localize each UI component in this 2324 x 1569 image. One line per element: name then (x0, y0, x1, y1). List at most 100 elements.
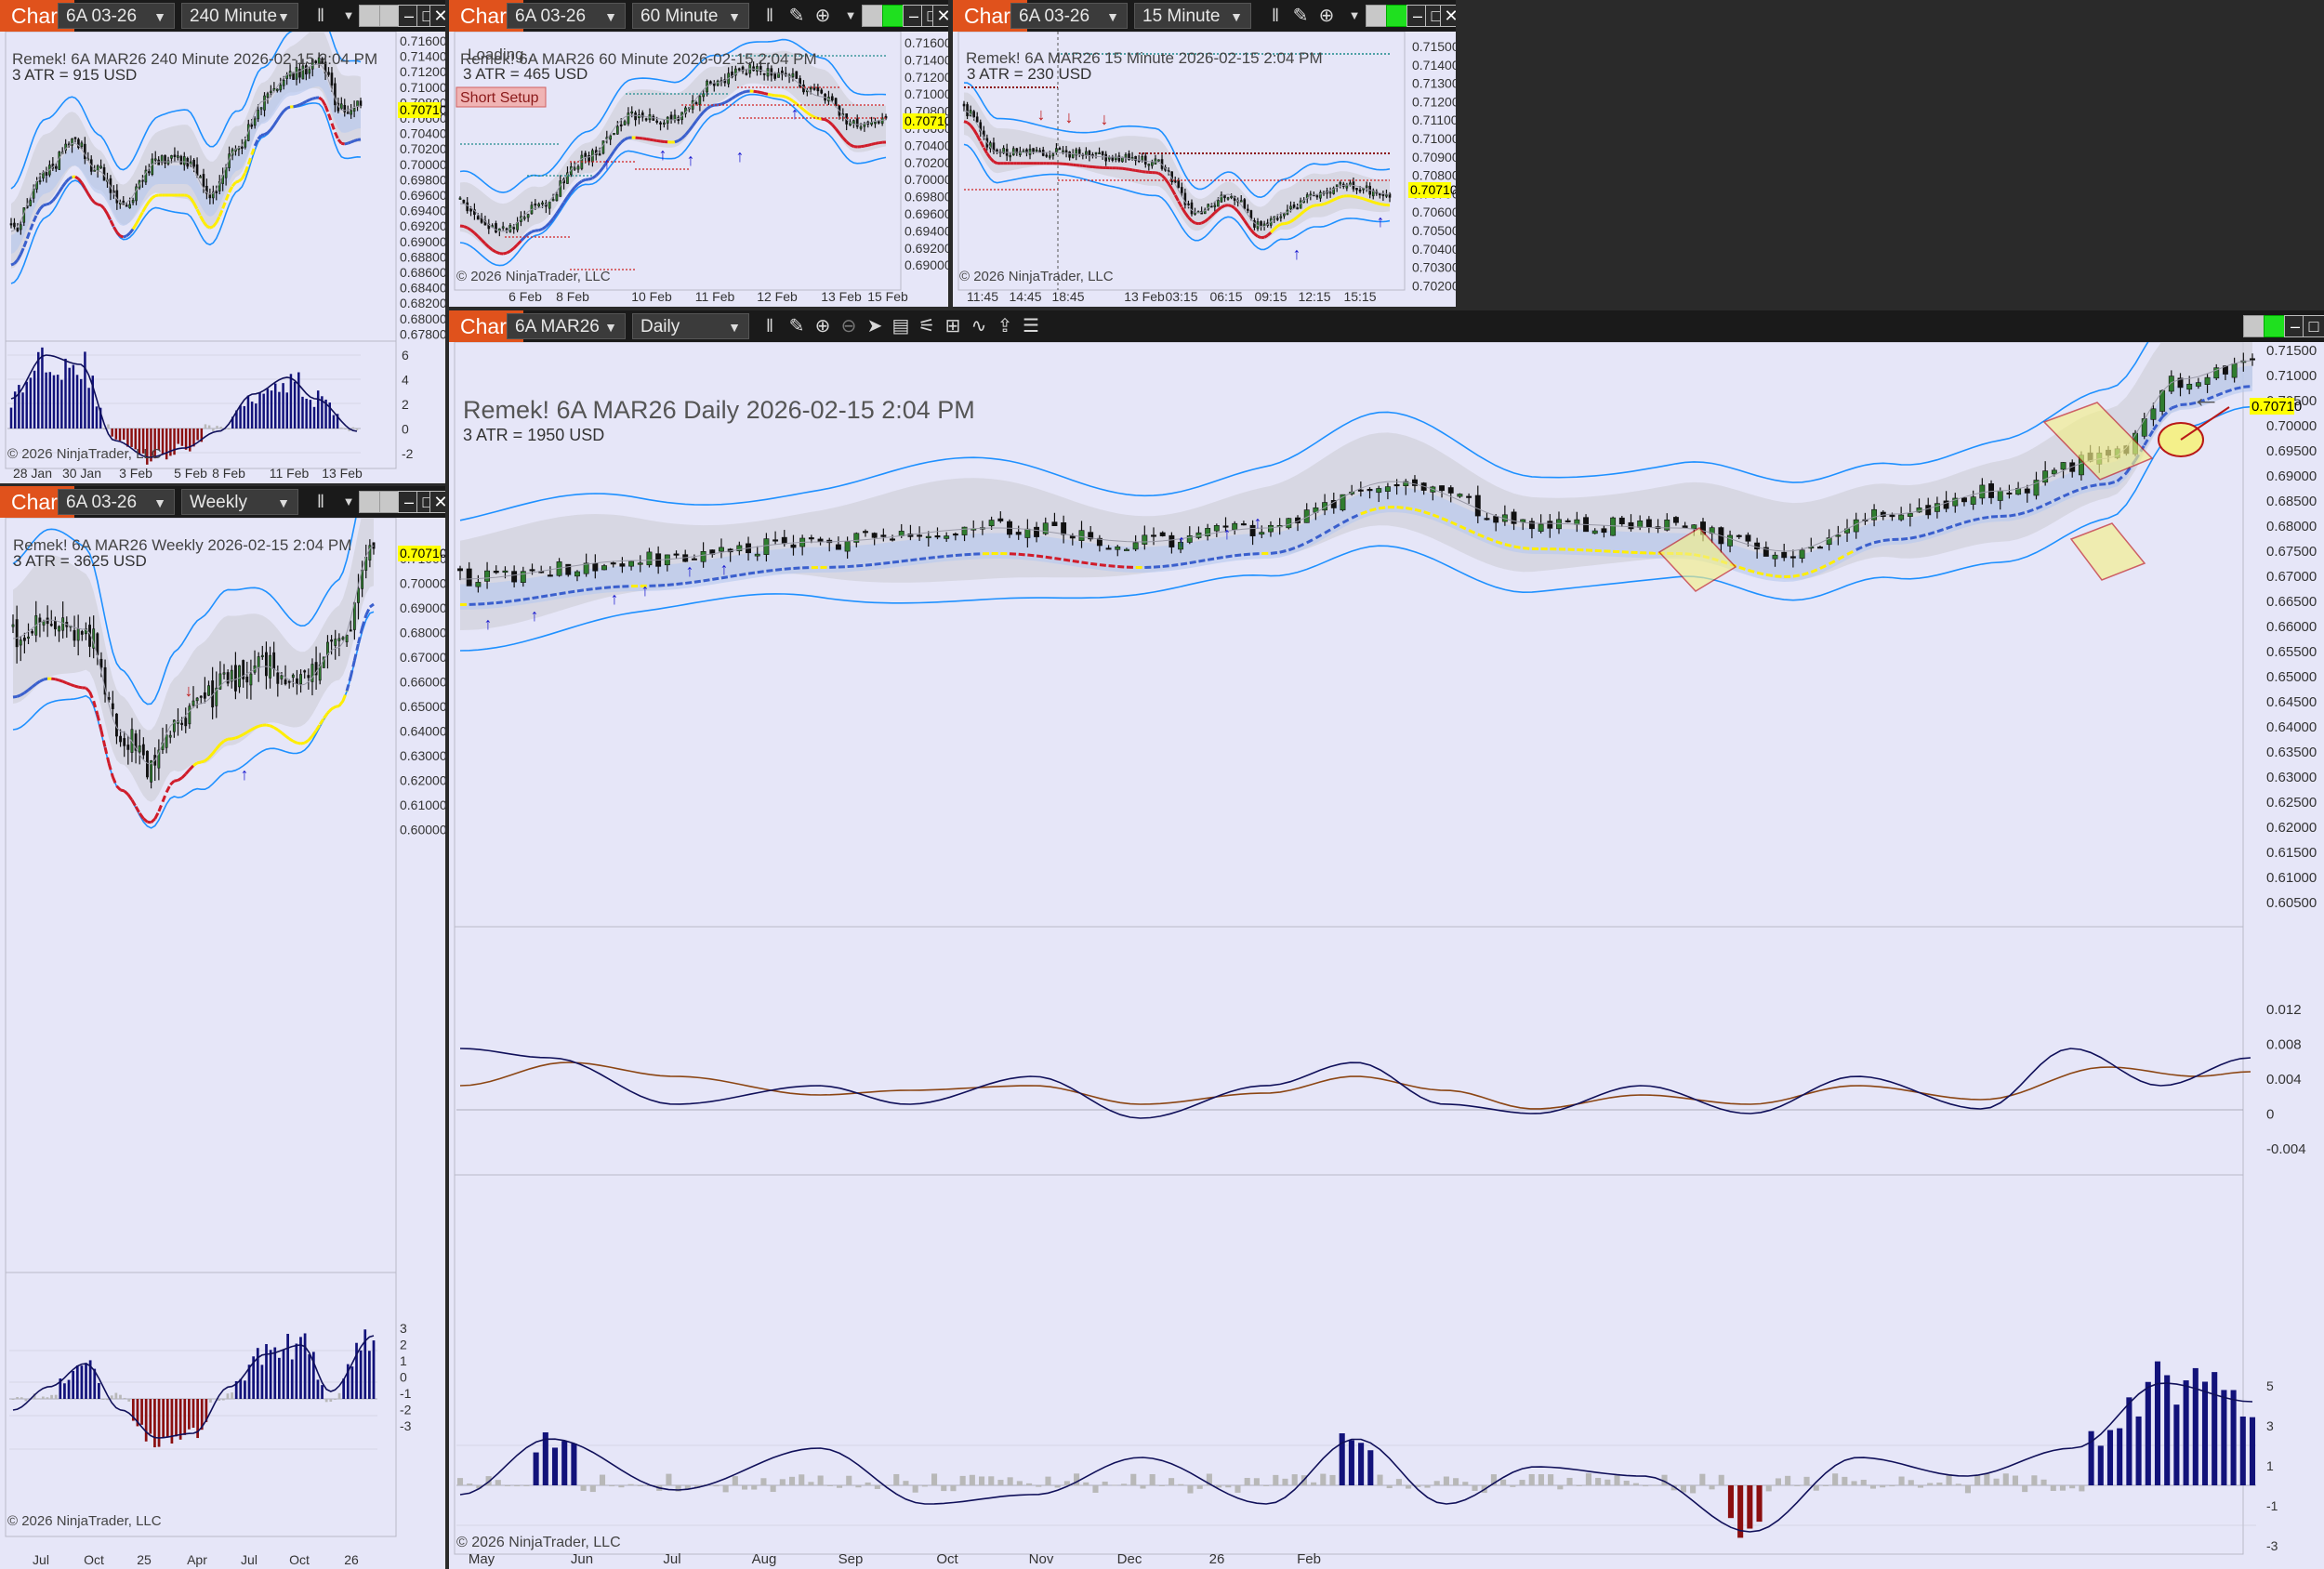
instrument-selector[interactable]: 6A MAR26 ▼ (507, 313, 626, 339)
toggle-gray-button[interactable] (1366, 5, 1388, 27)
histogram-bar-negative (177, 429, 179, 444)
lower-band (459, 405, 2253, 652)
basis-line (520, 236, 526, 243)
zoom-in-icon[interactable]: ⊕ (814, 316, 831, 336)
basis-line (734, 92, 740, 98)
pencil-icon[interactable]: ✎ (1292, 6, 1309, 26)
bar-chart-icon[interactable]: 𝍪 (1272, 6, 1279, 26)
strategy-icon[interactable]: ∿ (971, 316, 987, 336)
histogram-bar-neutral (931, 1473, 938, 1485)
instrument-selector[interactable]: 6A 03-26 ▼ (507, 3, 626, 29)
basis-line (292, 740, 298, 745)
list-icon[interactable]: ☰ (1023, 316, 1039, 336)
close-button[interactable]: ✕ (1440, 5, 1456, 27)
pencil-icon[interactable]: ✎ (788, 316, 805, 336)
dropdown-icon[interactable]: ▼ (844, 8, 857, 22)
candle-down (122, 200, 125, 205)
zoom-out-icon[interactable]: ⊖ (840, 316, 857, 336)
candle-up (334, 639, 337, 646)
histogram-bar-positive (303, 1333, 307, 1399)
histogram-bar-neutral (1462, 1482, 1469, 1485)
interval-selector[interactable]: Daily ▼ (632, 313, 749, 339)
bar-chart-icon[interactable]: 𝍪 (766, 316, 773, 336)
interval-selector[interactable]: Weekly ▼ (181, 489, 298, 515)
basis-line (757, 569, 767, 574)
basis-line (218, 739, 226, 745)
pointer-icon[interactable]: ➤ (866, 316, 883, 336)
dropdown-icon[interactable]: ▼ (342, 494, 355, 508)
basis-line (1280, 222, 1285, 226)
histogram-bar-positive (252, 1356, 256, 1399)
candle-down (512, 227, 516, 230)
basis-line (318, 96, 324, 101)
candle-down (2024, 488, 2030, 494)
y-axis-tick: 0.71000 (1412, 131, 1456, 146)
layout-icon[interactable]: ⊞ (944, 316, 961, 336)
basis-line (2062, 491, 2073, 498)
interval-selector[interactable]: 60 Minute ▼ (632, 3, 749, 29)
oscillator-line (10, 354, 358, 458)
toggle-green-button[interactable] (2264, 315, 2286, 337)
candle-down (49, 624, 53, 626)
candle-up (157, 749, 161, 769)
price-badge-text: 0.70710 (905, 113, 948, 128)
zoom-in-icon[interactable]: ⊕ (1318, 6, 1335, 26)
maximize-button[interactable]: □ (2303, 315, 2324, 337)
interval-selector[interactable]: 15 Minute ▼ (1134, 3, 1251, 29)
close-button[interactable]: ✕ (429, 5, 445, 27)
basis-line (738, 91, 744, 96)
toggle-gray-button[interactable] (359, 491, 381, 513)
data-box-icon[interactable]: ▤ (891, 316, 910, 336)
share-icon[interactable]: ⇪ (997, 316, 1013, 336)
histogram-bar-neutral (2040, 1479, 2047, 1485)
basis-line (459, 224, 465, 229)
instrument-selector[interactable]: 6A 03-26 ▼ (58, 3, 175, 29)
instrument-selector[interactable]: 6A 03-26 ▼ (58, 489, 175, 515)
dropdown-icon[interactable]: ▼ (342, 8, 355, 22)
histogram-bar-neutral (11, 1399, 15, 1400)
candle-up (308, 69, 311, 74)
zoom-in-icon[interactable]: ⊕ (814, 6, 831, 26)
candle-up (791, 73, 795, 77)
basis-line (123, 789, 129, 796)
candle-down (1105, 547, 1112, 550)
arrow-left-icon[interactable]: ← (2191, 380, 2221, 414)
candle-down (226, 672, 230, 684)
basis-line (60, 181, 67, 188)
candle-down (469, 208, 472, 212)
basis-line (35, 208, 42, 216)
close-button[interactable]: ✕ (429, 491, 445, 513)
histogram-bar-negative (165, 1399, 169, 1438)
basis-line (1329, 198, 1335, 204)
histogram-bar-negative (141, 429, 145, 454)
pencil-icon[interactable]: ✎ (788, 6, 805, 26)
dropdown-icon[interactable]: ▼ (1348, 8, 1361, 22)
histogram-bar-neutral (504, 1485, 511, 1486)
y-axis-tick: 0.69000 (400, 600, 445, 615)
candle-up (2213, 367, 2220, 379)
macd-axis-tick: 0.008 (2266, 1037, 2302, 1053)
histogram-bar-negative (196, 429, 199, 441)
basis-line (2198, 397, 2209, 404)
toggle-gray-button[interactable] (359, 5, 381, 27)
toggle-gray-button[interactable] (862, 5, 884, 27)
histogram-bar-neutral (207, 425, 211, 429)
interval-selector[interactable]: 240 Minute ▼ (181, 3, 298, 29)
properties-icon[interactable]: ⚟ (918, 316, 935, 336)
chart-toolbar: Chart 6A 03-26 ▼ 240 Minute ▼ 𝍪 ▼ – □ ✕ (0, 0, 445, 33)
basis-line (1234, 206, 1239, 213)
close-button[interactable]: ✕ (932, 5, 948, 27)
basis-line (1738, 565, 1749, 572)
toggle-gray-button[interactable] (2243, 315, 2265, 337)
bar-chart-icon[interactable]: 𝍪 (317, 6, 324, 26)
toggle-green-button[interactable] (1386, 5, 1408, 27)
bar-chart-icon[interactable]: 𝍪 (766, 6, 773, 26)
instrument-selector[interactable]: 6A 03-26 ▼ (1010, 3, 1128, 29)
candle-down (741, 66, 745, 72)
x-axis-tick: Jul (33, 1552, 49, 1567)
histogram-bar-neutral (231, 1392, 233, 1399)
toggle-green-button[interactable] (882, 5, 905, 27)
x-axis-tick: Apr (187, 1552, 207, 1567)
candle-up (92, 628, 96, 649)
bar-chart-icon[interactable]: 𝍪 (317, 492, 324, 512)
